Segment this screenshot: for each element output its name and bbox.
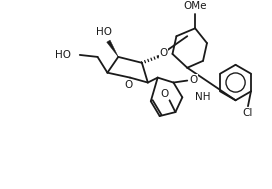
Text: O: O <box>189 75 197 85</box>
Text: Cl: Cl <box>243 108 253 118</box>
Text: HO: HO <box>97 27 112 37</box>
Text: O: O <box>159 48 168 58</box>
Text: HO: HO <box>55 50 71 60</box>
Polygon shape <box>107 40 118 57</box>
Text: OMe: OMe <box>183 1 207 11</box>
Text: O: O <box>160 89 169 99</box>
Text: O: O <box>124 81 132 91</box>
Text: NH: NH <box>195 92 211 102</box>
